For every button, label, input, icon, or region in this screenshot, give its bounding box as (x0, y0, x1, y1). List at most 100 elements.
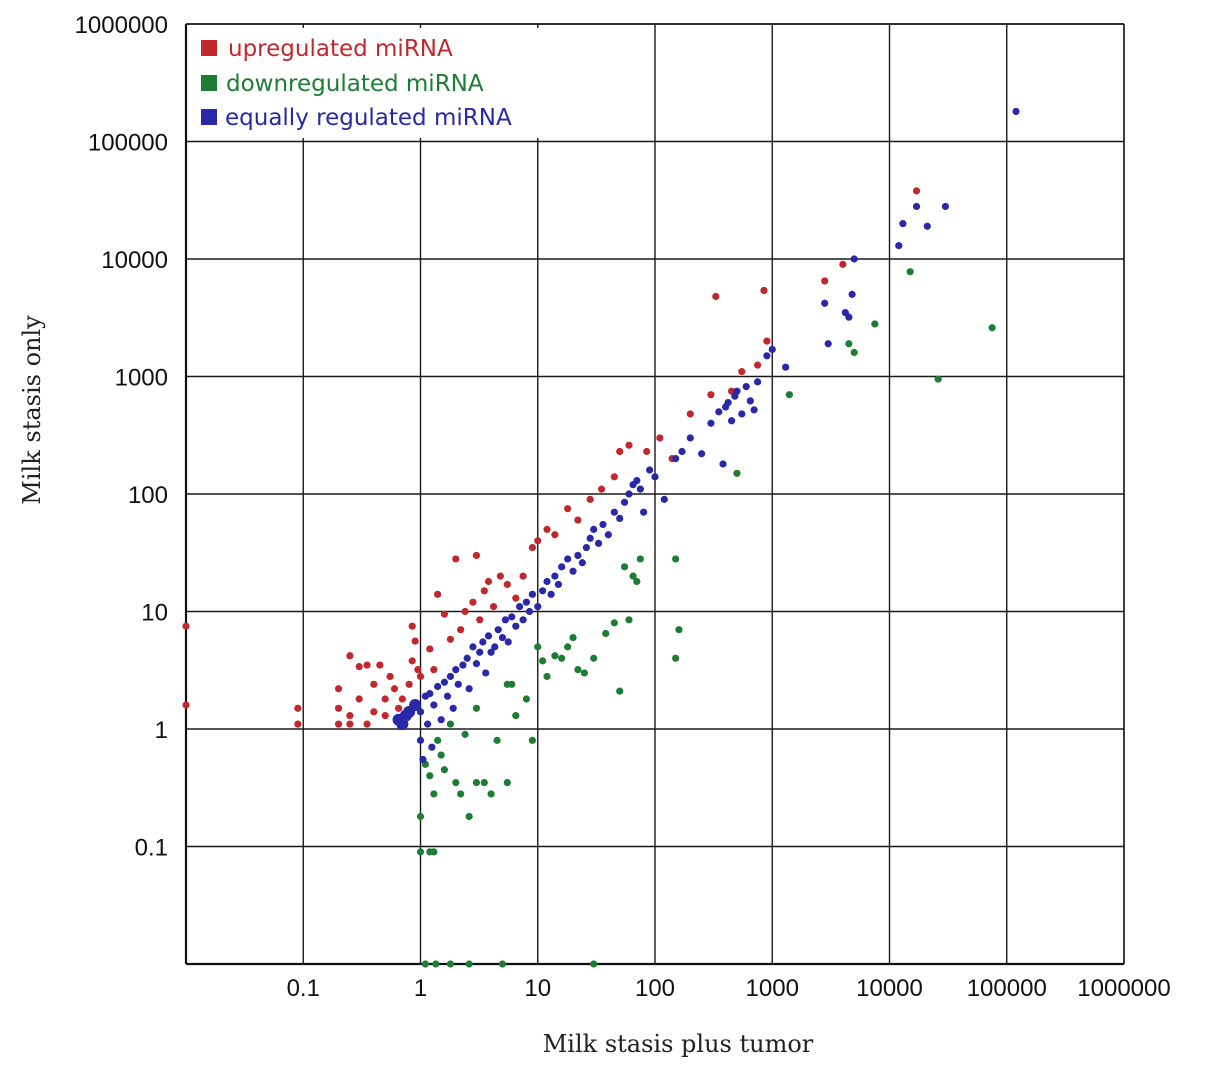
data-point (850, 255, 858, 263)
data-point (479, 638, 487, 646)
data-point (528, 543, 536, 552)
data-point (446, 672, 455, 681)
data-point (472, 778, 481, 787)
data-point (440, 610, 449, 618)
data-point (519, 616, 527, 624)
data-point (558, 563, 566, 571)
data-point (678, 447, 686, 456)
data-point (738, 410, 746, 418)
data-point (554, 580, 562, 589)
data-point (616, 447, 624, 456)
data-point (715, 408, 723, 416)
data-point (633, 477, 641, 485)
data-point (625, 490, 633, 498)
data-point (493, 736, 501, 744)
data-point (421, 960, 429, 968)
data-points (182, 107, 1020, 968)
data-point (452, 555, 460, 563)
data-point (934, 375, 942, 383)
x-tick-label: 1000 (746, 975, 799, 1002)
data-point (503, 580, 511, 589)
data-point (640, 508, 648, 516)
data-point (551, 531, 559, 539)
data-point (370, 708, 378, 716)
data-point (346, 712, 354, 720)
data-point (446, 635, 455, 643)
data-point (707, 419, 715, 427)
data-point (633, 577, 641, 586)
data-point (459, 661, 467, 669)
data-point (386, 672, 394, 681)
data-point (440, 678, 449, 686)
data-point (446, 720, 455, 728)
data-point (727, 417, 736, 425)
y-tick-label: 1000 (115, 365, 168, 392)
data-point (525, 607, 534, 616)
data-point (782, 363, 790, 371)
series-0 (182, 187, 921, 728)
y-tick-label: 1 (155, 717, 168, 744)
data-point (675, 626, 683, 634)
data-point (594, 539, 603, 547)
data-point (651, 473, 659, 481)
data-point (821, 299, 829, 307)
y-tick-label: 10 (141, 600, 168, 627)
data-point (763, 352, 771, 360)
data-point (334, 685, 343, 693)
data-point (1012, 107, 1020, 116)
data-point (564, 555, 572, 563)
data-point (698, 450, 706, 458)
data-point (491, 643, 499, 651)
data-point (434, 682, 442, 691)
data-point (824, 340, 832, 348)
data-point (906, 268, 914, 276)
data-point (686, 410, 694, 418)
data-point (416, 812, 425, 821)
grid-lines (186, 23, 1125, 964)
data-point (845, 340, 853, 348)
data-point (409, 699, 422, 712)
data-point (294, 720, 302, 728)
x-tick-label: 10000 (856, 975, 923, 1002)
legend-label-downregulated: downregulated miRNA (226, 71, 484, 97)
data-point (636, 555, 644, 563)
data-point (465, 960, 473, 968)
data-point (738, 368, 746, 376)
data-point (496, 572, 504, 580)
data-point (508, 680, 516, 688)
data-point (754, 361, 762, 369)
series-2 (392, 107, 1020, 764)
x-tick-label: 1 (414, 975, 427, 1002)
tick-labels: 0.1 1 10 100 1000 10000 100000 1000000 0.1 1 10 100… (75, 12, 1171, 1002)
data-point (476, 648, 484, 656)
data-point (381, 695, 389, 703)
data-point (672, 455, 680, 463)
data-point (487, 648, 495, 656)
data-point (363, 720, 371, 728)
data-point (416, 848, 425, 856)
data-point (643, 447, 651, 456)
data-point (519, 572, 527, 580)
data-point (848, 290, 856, 298)
data-point (411, 637, 419, 645)
data-point (334, 704, 343, 712)
data-point (398, 695, 406, 703)
data-point (616, 514, 624, 522)
data-point (590, 960, 598, 968)
series-1 (416, 268, 996, 968)
y-tick-label: 1000000 (75, 12, 168, 39)
data-point (449, 704, 457, 712)
data-point (539, 657, 547, 665)
data-point (610, 508, 618, 516)
data-point (629, 572, 637, 580)
data-point (405, 680, 413, 688)
data-point (498, 633, 507, 642)
data-point (763, 337, 771, 345)
data-point (463, 654, 471, 662)
data-point (472, 704, 481, 712)
data-point (416, 708, 425, 716)
data-point (672, 654, 680, 662)
legend-label-equally-regulated: equally regulated miRNA (225, 105, 512, 131)
data-point (381, 712, 389, 720)
data-point (461, 730, 469, 738)
